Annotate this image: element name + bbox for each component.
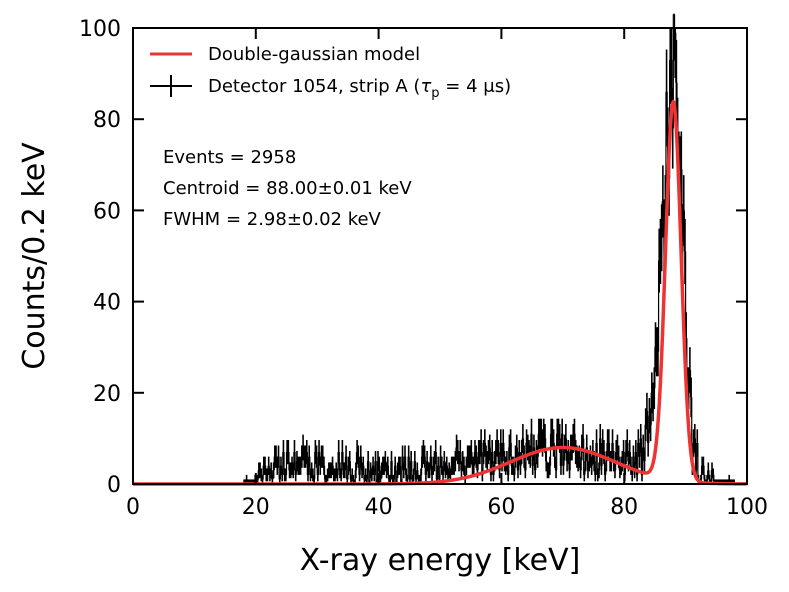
x-tick-label: 100 bbox=[726, 495, 768, 520]
legend-label-detector: Detector 1054, strip A (τp = 4 μs) bbox=[208, 76, 511, 101]
legend: Double-gaussian model Detector 1054, str… bbox=[150, 44, 511, 101]
x-tick-label: 20 bbox=[242, 495, 270, 520]
y-tick-label: 20 bbox=[93, 382, 121, 407]
data-layer bbox=[131, 13, 749, 486]
x-axis-title: X-ray energy [keV] bbox=[300, 543, 581, 578]
x-tick-label: 0 bbox=[126, 495, 140, 520]
x-tick-label: 60 bbox=[487, 495, 515, 520]
y-tick-label: 100 bbox=[79, 17, 121, 42]
legend-tau: τ bbox=[420, 76, 431, 97]
legend-tau-subscript: p bbox=[431, 86, 439, 101]
annotation-centroid: Centroid = 88.00±0.01 keV bbox=[163, 178, 412, 199]
plot-frame bbox=[132, 27, 748, 485]
legend-label-model: Double-gaussian model bbox=[208, 44, 420, 65]
axes-layer: 0 20 40 60 80 100 0 20 40 60 80 100 bbox=[79, 17, 768, 520]
y-axis-title: Counts/0.2 keV bbox=[17, 142, 52, 370]
x-tick-label: 40 bbox=[365, 495, 393, 520]
annotation-events: Events = 2958 bbox=[163, 147, 296, 168]
x-tick-label: 80 bbox=[610, 495, 638, 520]
y-tick-label: 0 bbox=[107, 473, 121, 498]
legend-label-detector-suffix: = 4 μs) bbox=[440, 76, 512, 97]
y-tick-label: 40 bbox=[93, 291, 121, 316]
y-tick-label: 80 bbox=[93, 108, 121, 133]
legend-label-detector-prefix: Detector 1054, strip A ( bbox=[208, 76, 420, 97]
annotation-fwhm: FWHM = 2.98±0.02 keV bbox=[163, 209, 382, 230]
y-tick-label: 60 bbox=[93, 199, 121, 224]
annotations: Events = 2958 Centroid = 88.00±0.01 keV … bbox=[163, 147, 412, 230]
